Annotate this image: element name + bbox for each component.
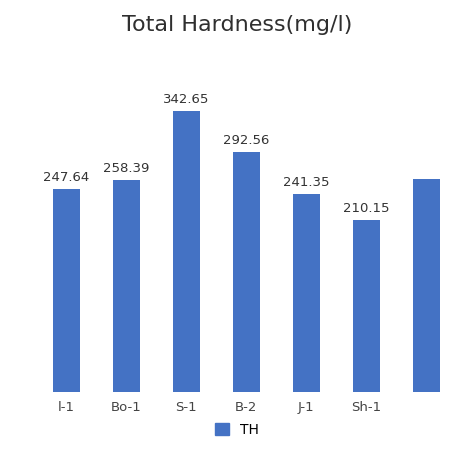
Text: 247.64: 247.64 — [43, 171, 89, 184]
Legend: TH: TH — [215, 423, 259, 437]
Text: 292.56: 292.56 — [223, 134, 269, 147]
Bar — [412, 179, 439, 392]
Bar — [233, 152, 259, 392]
Text: 258.39: 258.39 — [103, 162, 149, 175]
Bar — [112, 180, 139, 392]
Title: Total Hardness(mg/l): Total Hardness(mg/l) — [122, 15, 352, 35]
Bar — [353, 220, 380, 392]
Bar — [173, 111, 200, 392]
Text: 342.65: 342.65 — [163, 93, 209, 106]
Bar — [292, 194, 319, 392]
Bar — [53, 189, 80, 392]
Text: 210.15: 210.15 — [343, 202, 389, 215]
Text: 241.35: 241.35 — [283, 176, 329, 189]
